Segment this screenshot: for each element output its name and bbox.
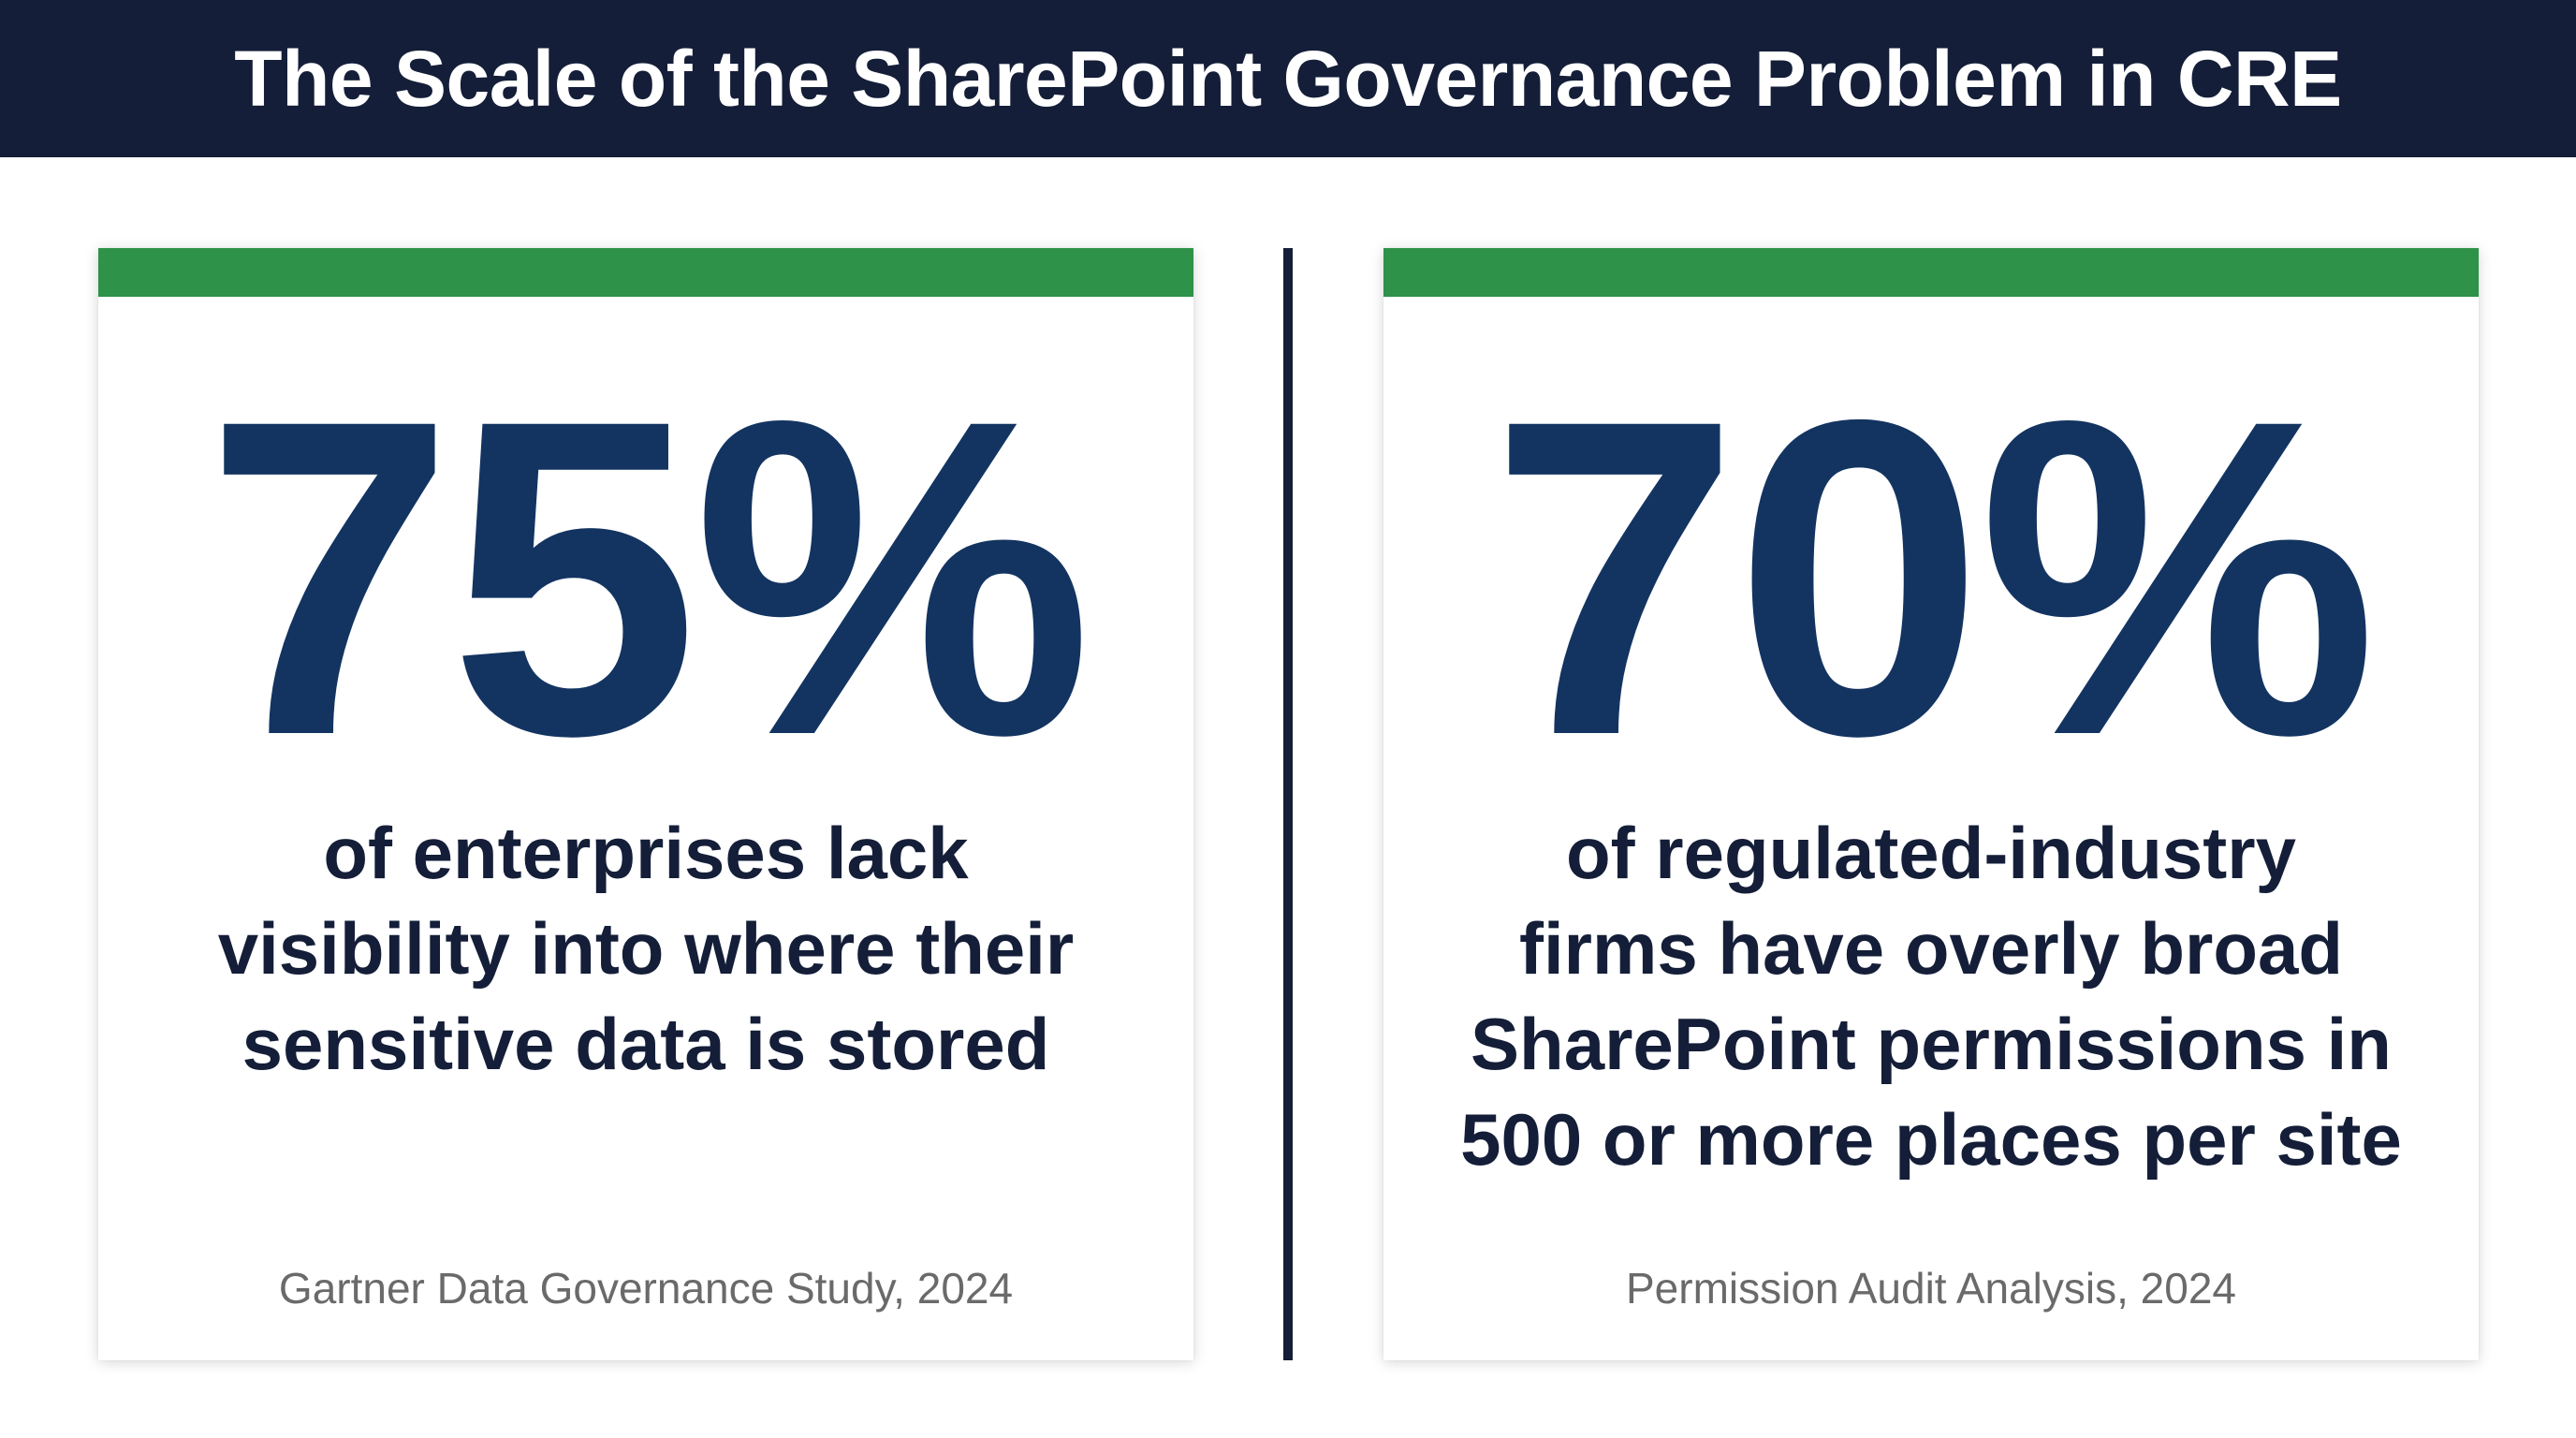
stat-card-enterprise-visibility: 75% of enterprises lack visibility into … bbox=[98, 248, 1193, 1360]
page-title: The Scale of the SharePoint Governance P… bbox=[234, 34, 2342, 123]
stat-card-overly-broad-permissions: 70% of regulated-industry firms have ove… bbox=[1383, 248, 2479, 1360]
stat-description-line: firms have overly broad bbox=[1518, 907, 2343, 990]
stat-description-line: sensitive data is stored bbox=[242, 1003, 1050, 1085]
stat-description-line: of regulated-industry bbox=[1565, 812, 2297, 894]
stat-description-line: of enterprises lack bbox=[323, 812, 969, 894]
stat-value: 70% bbox=[1489, 326, 2378, 829]
header-banner: The Scale of the SharePoint Governance P… bbox=[0, 0, 2576, 157]
stat-description-line: visibility into where their bbox=[217, 907, 1075, 990]
stat-description: of enterprises lack visibility into wher… bbox=[117, 805, 1175, 1092]
card-accent-bar bbox=[1383, 248, 2479, 297]
card-accent-bar bbox=[98, 248, 1193, 297]
stat-source: Permission Audit Analysis, 2024 bbox=[1625, 1264, 2237, 1313]
stat-description: of regulated-industry firms have overly … bbox=[1402, 805, 2460, 1187]
stat-source: Gartner Data Governance Study, 2024 bbox=[278, 1264, 1014, 1313]
stat-description-line: SharePoint permissions in bbox=[1471, 1003, 2392, 1085]
vertical-divider bbox=[1283, 248, 1293, 1360]
stat-description-line: 500 or more places per site bbox=[1460, 1098, 2402, 1181]
stat-value: 75% bbox=[204, 326, 1093, 829]
